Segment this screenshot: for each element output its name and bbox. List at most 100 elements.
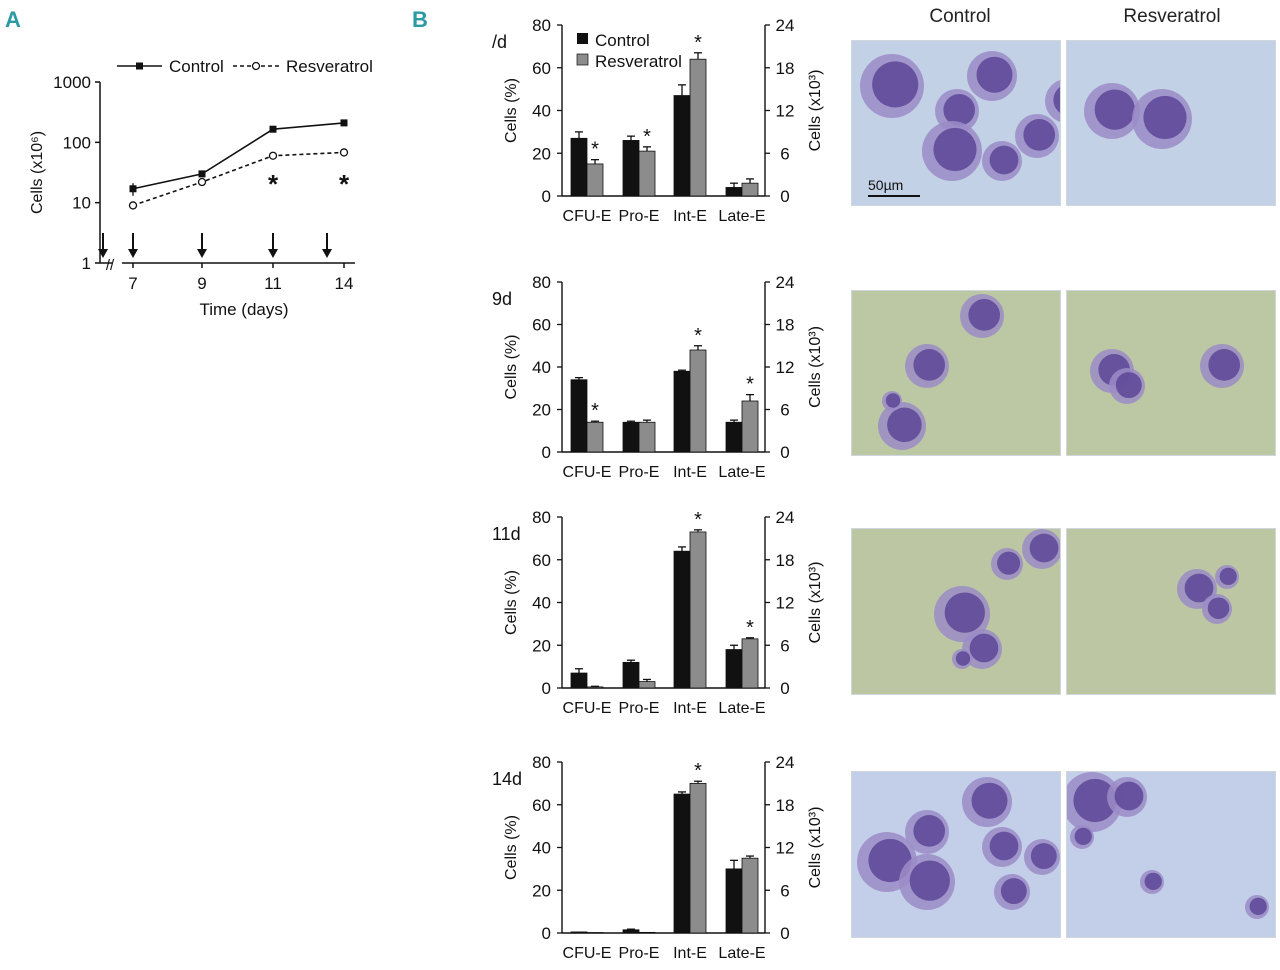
bar-y2-tick-label: 24: [776, 753, 795, 772]
significance-star: *: [694, 509, 702, 531]
bar-control: [673, 793, 691, 934]
bar-y2-tick-label: 12: [776, 839, 795, 858]
micrograph-resveratrol-row3: [1066, 528, 1276, 695]
bar-y2-tick-label: 12: [776, 594, 795, 613]
bar-y-axis-label: Cells (%): [503, 815, 520, 880]
bar-control: [673, 550, 691, 689]
cell-nucleus: [1184, 573, 1214, 603]
bar-control: [570, 379, 588, 453]
micrograph-control-row3: [851, 528, 1061, 695]
significance-star: *: [694, 32, 702, 54]
legend-marker-control: [136, 62, 143, 70]
growth-line-resveratrol: [132, 151, 345, 207]
micrograph-drawing: [1067, 772, 1269, 919]
bar-chart-bars_7d: 0 0 20 6 40 12 60 18 80 24 Cells (%) Cells (x10³) /d…: [492, 16, 824, 225]
cell-nucleus: [885, 393, 901, 408]
bar-y2-tick-label: 18: [776, 316, 795, 335]
bar-control: [570, 137, 588, 197]
bar-y-tick-label: 60: [532, 316, 551, 335]
bar-y-tick-label: 20: [532, 881, 551, 900]
bar-y2-tick-label: 0: [780, 187, 789, 206]
bar-category-label: CFU-E: [563, 945, 612, 962]
cell-nucleus: [1000, 878, 1027, 905]
bar-control: [725, 649, 743, 689]
bar-control: [673, 370, 691, 453]
bar-day-label: 14d: [492, 769, 522, 789]
bar-category-label: CFU-E: [563, 700, 612, 717]
micrograph-drawing: [857, 777, 1060, 910]
treatment-arrow-icon: [268, 249, 278, 258]
bar-resveratrol: [689, 349, 707, 453]
bar-y-tick-label: 60: [532, 796, 551, 815]
bar-y2-tick-label: 12: [776, 102, 795, 121]
bar-y-tick-label: 0: [542, 924, 551, 943]
bar-y2-tick-label: 24: [776, 16, 795, 35]
cell-nucleus: [1073, 778, 1117, 823]
bar-y-tick-label: 80: [532, 508, 551, 527]
bar-y2-tick-label: 18: [776, 551, 795, 570]
cell-nucleus: [1143, 95, 1187, 140]
bar-y-tick-label: 60: [532, 59, 551, 78]
micrograph-drawing: [934, 529, 1060, 669]
bar-resveratrol: [689, 782, 707, 934]
cell-nucleus: [1115, 372, 1142, 399]
panel-label-a: A: [5, 7, 21, 32]
bar-chart-bars_9d: 0 0 20 6 40 12 60 18 80 24 Cells (%) Cells (x10³) 9d…: [492, 273, 824, 481]
cell-nucleus: [1094, 89, 1135, 130]
bar-y-axis-label: Cells (%): [503, 78, 520, 143]
bar-resveratrol: [638, 681, 656, 689]
growth-point-resveratrol: [128, 201, 138, 210]
axis-break: //: [106, 257, 115, 274]
cell-nucleus: [1208, 349, 1241, 381]
bar-control: [622, 140, 640, 197]
bar-y2-axis-label: Cells (x10³): [807, 70, 824, 152]
bar-y-tick-label: 0: [542, 187, 551, 206]
growth-point-resveratrol: [268, 151, 278, 160]
bar-y-tick-label: 80: [532, 16, 551, 35]
growth-curve-chart: // 1 10 100 1000 7 9 11 14 Time (days) Cells (x10⁶…: [29, 57, 373, 319]
growth-line-control: [132, 122, 345, 190]
growth-y-tick-label: 10: [72, 194, 91, 213]
significance-star: *: [694, 760, 702, 782]
bar-y2-tick-label: 12: [776, 358, 795, 377]
bar-category-label: CFU-E: [563, 208, 612, 225]
growth-point-resveratrol: [339, 148, 349, 157]
micrograph-drawing: [1084, 83, 1192, 149]
legend-swatch-resveratrol: [576, 53, 589, 66]
bar-control: [725, 868, 743, 934]
cell-nucleus: [969, 633, 999, 663]
micrograph-resveratrol-row4: [1066, 771, 1276, 938]
significance-star: *: [746, 617, 754, 639]
bar-resveratrol: [586, 163, 604, 197]
bar-category-label: Late-E: [718, 208, 765, 225]
bar-control: [622, 929, 640, 934]
bar-control: [725, 421, 743, 453]
bar-control: [622, 421, 640, 453]
micrograph-control-row2: [851, 290, 1061, 456]
bar-control: [673, 95, 691, 197]
micrograph-drawing: [860, 51, 1060, 181]
micrograph-control-row1: 50µm: [851, 40, 1061, 206]
treatment-arrow-icon: [128, 249, 138, 258]
bar-y-tick-label: 20: [532, 636, 551, 655]
legend-label-control: Control: [595, 31, 650, 50]
photo-column-title-resveratrol: Resveratrol: [1123, 6, 1221, 27]
cell-nucleus: [1029, 533, 1059, 563]
bar-y2-axis-label: Cells (x10³): [807, 807, 824, 889]
significance-star: *: [643, 126, 651, 148]
bar-y-tick-label: 20: [532, 144, 551, 163]
significance-star: *: [339, 169, 350, 199]
photo-column-title-control: Control: [929, 6, 991, 27]
cell-nucleus: [971, 782, 1008, 819]
bar-y2-axis-label: Cells (x10³): [807, 562, 824, 644]
bar-control: [622, 661, 640, 689]
bar-category-label: Int-E: [673, 700, 707, 717]
significance-star: *: [591, 139, 599, 161]
bar-resveratrol: [689, 58, 707, 197]
bar-y-tick-label: 40: [532, 102, 551, 121]
growth-x-tick-label: 7: [128, 274, 137, 293]
bar-y-tick-label: 80: [532, 273, 551, 292]
significance-star: *: [591, 400, 599, 422]
bar-resveratrol: [586, 421, 604, 453]
